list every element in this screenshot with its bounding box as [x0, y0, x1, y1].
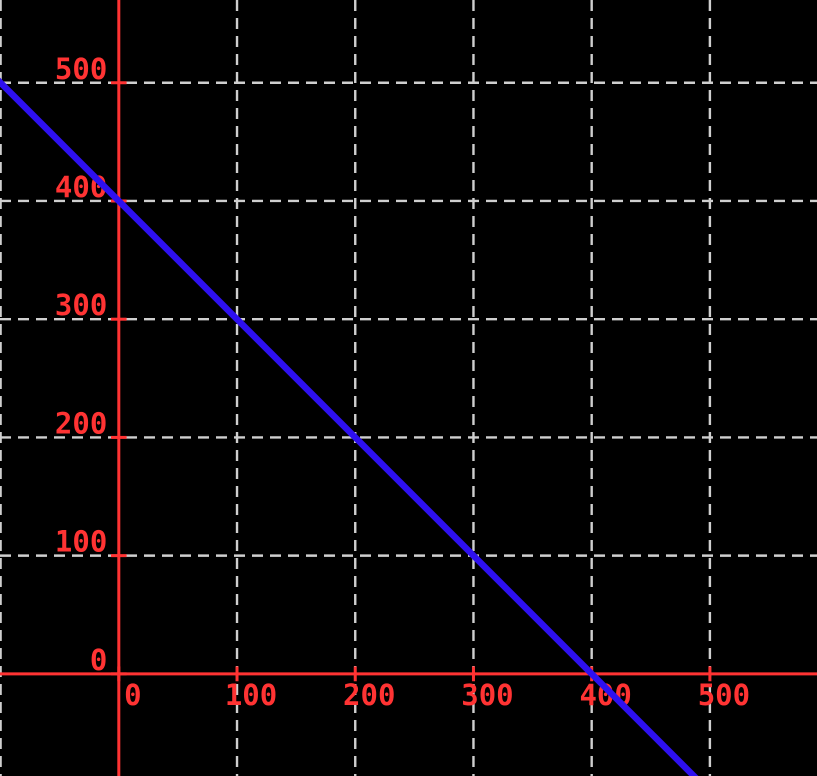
y-axis-tick-label: 200: [55, 406, 107, 440]
y-axis-tick-label: 300: [55, 288, 107, 322]
y-axis-tick-label: 100: [55, 525, 107, 559]
y-axis-tick-label: 500: [55, 52, 107, 86]
x-axis-tick-label: 0: [124, 678, 141, 712]
x-axis-tick-label: 200: [343, 678, 395, 712]
series-blue-line: [0, 77, 699, 776]
y-axis-tick-label: 400: [55, 170, 107, 204]
x-axis-tick-label: 500: [698, 678, 750, 712]
axis-ticks: [111, 81, 712, 682]
data-series: [0, 77, 699, 776]
y-axis-tick-label: 0: [90, 643, 107, 677]
x-axis-tick-label: 300: [461, 678, 513, 712]
x-axis-tick-label: 100: [225, 678, 277, 712]
